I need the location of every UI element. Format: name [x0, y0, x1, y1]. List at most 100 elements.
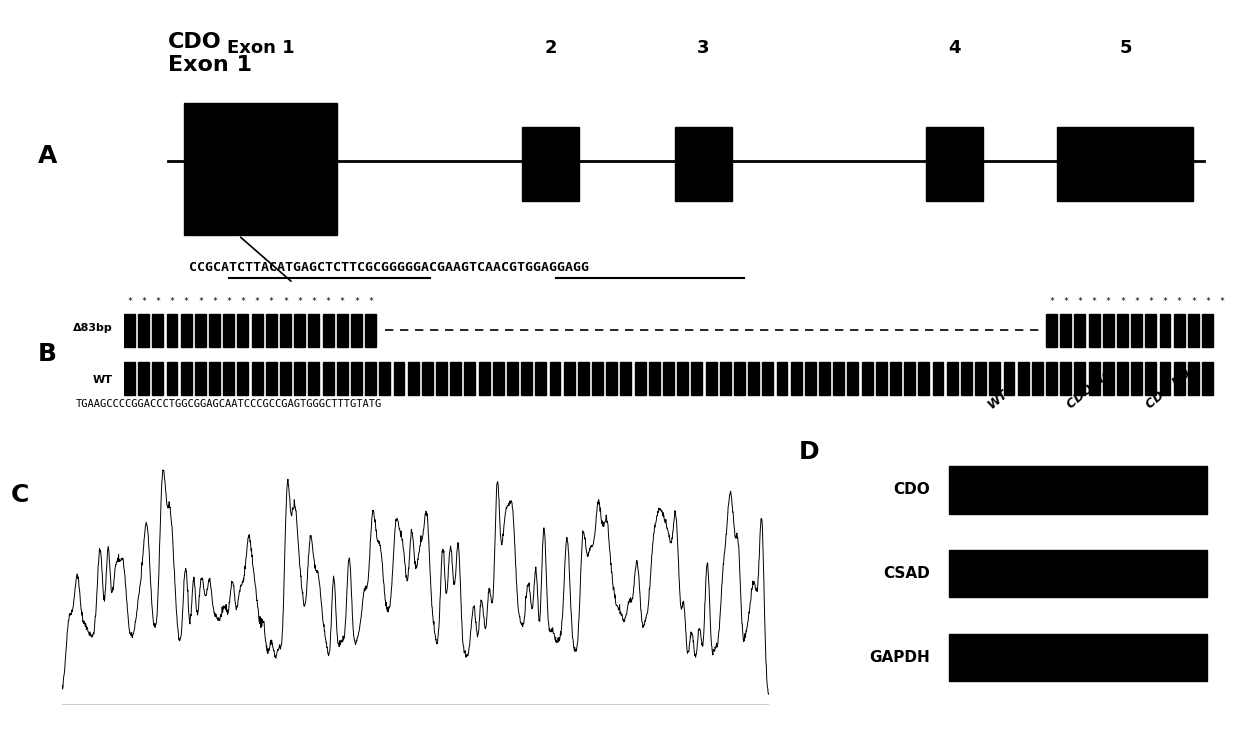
- Bar: [950, 550, 1208, 597]
- Text: GAPDH: GAPDH: [869, 650, 930, 665]
- Text: *: *: [1219, 297, 1224, 305]
- Text: A: A: [38, 144, 57, 168]
- Bar: [450, 363, 461, 396]
- Text: *: *: [283, 297, 288, 305]
- Bar: [322, 363, 334, 396]
- Text: CDO Het: CDO Het: [1064, 363, 1118, 412]
- Bar: [153, 363, 164, 396]
- Bar: [124, 314, 135, 347]
- Bar: [309, 363, 320, 396]
- Bar: [210, 314, 219, 347]
- Bar: [1102, 314, 1114, 347]
- Bar: [947, 363, 957, 396]
- Bar: [223, 363, 234, 396]
- Text: *: *: [340, 297, 345, 305]
- Text: *: *: [198, 297, 203, 305]
- Bar: [1074, 363, 1085, 396]
- Bar: [365, 314, 376, 347]
- Text: *: *: [1148, 297, 1153, 305]
- Bar: [181, 314, 192, 347]
- Bar: [820, 363, 830, 396]
- Bar: [1117, 314, 1128, 347]
- Bar: [1202, 363, 1213, 396]
- Bar: [932, 363, 944, 396]
- Text: *: *: [326, 297, 331, 305]
- Bar: [677, 363, 688, 396]
- Text: Exon 1: Exon 1: [227, 39, 294, 57]
- Bar: [1003, 363, 1014, 396]
- Bar: [1131, 314, 1142, 347]
- Bar: [436, 363, 446, 396]
- Text: *: *: [269, 297, 274, 305]
- Bar: [294, 314, 305, 347]
- Bar: [379, 363, 391, 396]
- Bar: [663, 363, 675, 396]
- Bar: [124, 363, 135, 396]
- Bar: [351, 363, 362, 396]
- Bar: [265, 363, 277, 396]
- Bar: [890, 363, 901, 396]
- Bar: [479, 363, 490, 396]
- Bar: [1159, 363, 1171, 396]
- Bar: [904, 363, 915, 396]
- Bar: [950, 633, 1208, 681]
- Bar: [1102, 363, 1114, 396]
- Bar: [649, 363, 660, 396]
- Bar: [280, 363, 291, 396]
- Bar: [1060, 314, 1071, 347]
- Bar: [138, 363, 149, 396]
- Bar: [309, 314, 320, 347]
- Bar: [1056, 127, 1193, 201]
- Bar: [1089, 363, 1100, 396]
- Bar: [1047, 314, 1056, 347]
- Text: *: *: [141, 297, 146, 305]
- Text: 5: 5: [1120, 39, 1132, 57]
- Bar: [1202, 314, 1213, 347]
- Bar: [606, 363, 618, 396]
- Bar: [763, 363, 774, 396]
- Bar: [153, 314, 164, 347]
- Bar: [675, 127, 732, 201]
- Text: *: *: [212, 297, 217, 305]
- Text: *: *: [1177, 297, 1182, 305]
- Text: *: *: [1205, 297, 1210, 305]
- Text: CDO
Exon 1: CDO Exon 1: [167, 32, 252, 75]
- Bar: [184, 103, 337, 236]
- Bar: [975, 363, 986, 396]
- Text: 2: 2: [544, 39, 557, 57]
- Text: *: *: [241, 297, 246, 305]
- Text: *: *: [1049, 297, 1054, 305]
- Bar: [776, 363, 787, 396]
- Text: WT: WT: [985, 388, 1011, 412]
- Text: *: *: [254, 297, 259, 305]
- Bar: [1117, 363, 1128, 396]
- Bar: [265, 314, 277, 347]
- Bar: [692, 363, 702, 396]
- Text: *: *: [1091, 297, 1096, 305]
- Bar: [210, 363, 219, 396]
- Text: *: *: [1106, 297, 1111, 305]
- Bar: [719, 363, 730, 396]
- Bar: [280, 314, 291, 347]
- Bar: [1146, 363, 1156, 396]
- Text: *: *: [155, 297, 160, 305]
- Bar: [536, 363, 547, 396]
- Bar: [294, 363, 305, 396]
- Text: CCGCATCTTACATGAGCTCTTCGCGGGGGACGAAGTCAACGTGGAGGAGG: CCGCATCTTACATGAGCTCTTCGCGGGGGACGAAGTCAAC…: [190, 261, 589, 274]
- Text: *: *: [1063, 297, 1068, 305]
- Bar: [238, 314, 248, 347]
- Bar: [1188, 314, 1199, 347]
- Bar: [919, 363, 929, 396]
- Text: *: *: [1120, 297, 1125, 305]
- Bar: [422, 363, 433, 396]
- Bar: [1060, 363, 1071, 396]
- Text: *: *: [1190, 297, 1195, 305]
- Bar: [1188, 363, 1199, 396]
- Bar: [522, 127, 579, 201]
- Bar: [635, 363, 646, 396]
- Bar: [181, 363, 192, 396]
- Text: CDO: CDO: [893, 482, 930, 498]
- Text: D: D: [799, 440, 820, 464]
- Bar: [1146, 314, 1156, 347]
- Bar: [465, 363, 475, 396]
